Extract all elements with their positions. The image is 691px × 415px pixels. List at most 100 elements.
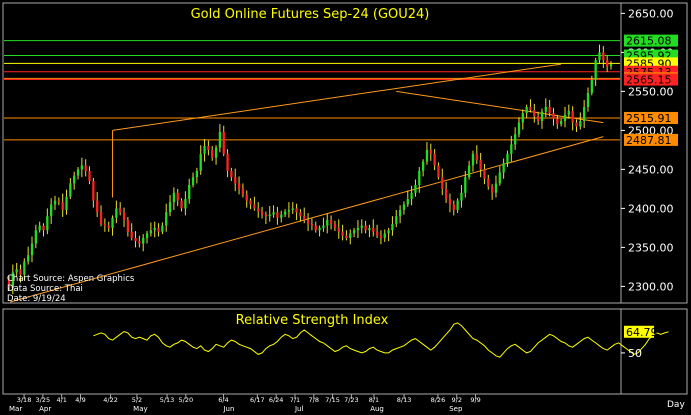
candle-body [27,255,30,262]
candle-body [475,153,478,161]
candle-body [280,214,283,218]
candle-body [498,172,501,184]
candle-body [153,227,156,231]
source-line-2: Data Source: Thai [7,284,83,294]
rsi-line [93,322,669,358]
source-line-1: Chart Source: Aspen Graphics [7,274,135,284]
candle-body [7,278,11,288]
candle-body [111,217,114,228]
candle-body [88,170,91,182]
price-tick-label: 2350.00 [628,241,674,254]
candle-body [69,183,72,197]
candle-body [560,121,563,125]
level-label-box [624,111,678,124]
candle-body [272,212,275,215]
candle-body [241,188,245,195]
price-tick-label: 2550.00 [628,85,674,98]
candle-body [326,220,329,226]
candle-body [571,110,574,123]
candle-body [142,238,145,244]
candle-body [34,230,37,244]
candle-body [510,144,513,154]
candle-body [575,122,578,127]
candle-body [134,238,137,242]
candle-body [314,225,317,231]
level-label: 2487.81 [626,134,672,147]
candle-body [99,212,103,224]
candle-body [53,200,57,205]
candle-body [214,147,218,158]
candle-body [513,134,517,145]
candle-body [471,153,475,166]
candle-body [287,209,291,212]
candle-body [429,149,432,154]
x-date-label: 6/4 [218,396,228,404]
candle-body [42,225,45,231]
x-month-label: Jun [222,405,234,413]
candle-body [563,114,567,122]
candle-body [19,269,22,275]
candle-body [410,192,413,200]
price-tick-label: 2300.00 [628,280,674,293]
candle-body [467,165,471,178]
candle-body [180,200,183,209]
candle-body [230,170,233,178]
candle-body [207,145,210,150]
candle-body [395,216,398,224]
candle-body [502,163,505,173]
level-label-box [624,34,678,47]
candle-body [460,192,463,201]
x-axis-unit: Day [667,400,685,410]
candle-body [521,113,524,123]
candle-body [525,106,528,114]
x-date-label: 8/26 [431,396,446,404]
candle-body [145,233,149,239]
candle-body [414,184,417,193]
candle-body [533,110,536,117]
source-line-3: Date: 9/19/24 [7,294,66,304]
candle-body [602,52,605,61]
x-month-label: Sep [449,405,463,413]
x-month-label: Aug [370,405,384,413]
candle-body [609,64,613,67]
candle-body [544,106,547,112]
candle-body [598,52,601,61]
x-date-label: 7/15 [325,396,340,404]
candle-body [483,169,486,179]
x-date-label: 4/1 [56,396,66,404]
x-date-label: 7/23 [344,396,359,404]
candle-body [364,225,367,231]
x-date-label: 3/18 [17,396,32,404]
candle-body [276,212,279,218]
candle-body [322,225,325,228]
candle-body [15,269,18,273]
candlesticks [7,44,613,295]
candle-body [195,170,199,178]
candle-body [345,235,348,239]
candle-body [590,79,593,93]
candle-body [130,231,133,239]
rsi-tick-label: 50 [628,347,642,360]
candle-body [84,165,87,171]
candle-body [441,177,444,189]
candle-body [333,223,337,228]
candle-body [379,235,383,239]
candle-body [119,208,122,213]
candle-body [556,118,559,125]
x-date-label: 5/2 [132,396,142,404]
candle-body [299,212,302,217]
candle-body [375,231,379,236]
candle-body [176,192,179,201]
candle-body [352,230,356,234]
rsi-last-box [624,325,654,338]
candle-body [425,149,429,162]
candle-body [11,272,14,288]
candle-body [172,192,176,203]
candle-body [237,183,241,189]
candle-body [306,220,310,224]
candle-body [372,227,375,232]
rsi-last-value: 64.79 [624,325,658,339]
price-panel [2,2,622,304]
candle-body [107,225,110,228]
candle-body [283,211,287,215]
